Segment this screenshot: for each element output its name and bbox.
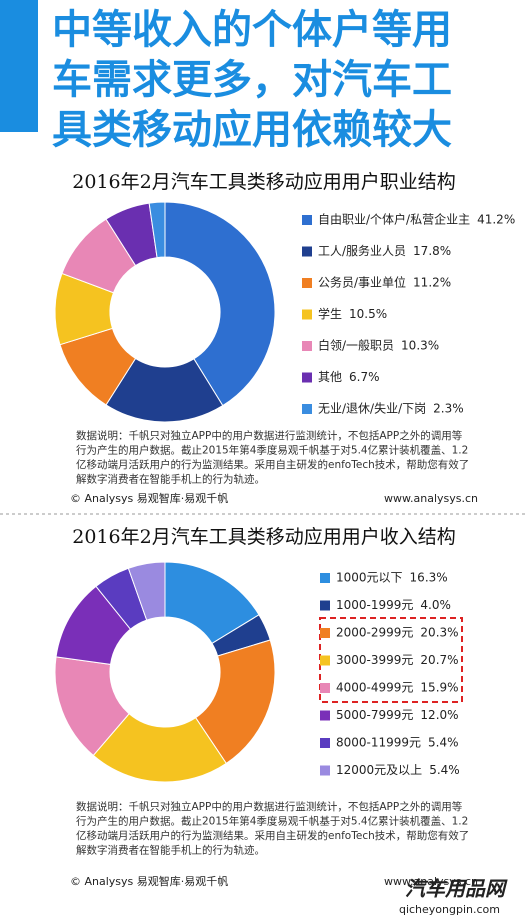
value-label: 20.7% bbox=[420, 653, 458, 667]
legend-label: 2000-2999元 bbox=[336, 626, 413, 640]
value-label: 15.9% bbox=[420, 681, 458, 695]
value-label: 5.4% bbox=[428, 736, 459, 750]
value-label: 10.3% bbox=[401, 339, 439, 353]
value-label: 6.7% bbox=[349, 370, 380, 384]
legend-label: 学生 bbox=[318, 306, 342, 321]
chart-title: 2016年2月汽车工具类移动应用用户职业结构 bbox=[72, 171, 455, 193]
legend-swatch bbox=[320, 683, 330, 693]
legend-swatch bbox=[320, 573, 330, 583]
source: © Analysys 易观智库·易观千帆 bbox=[70, 874, 228, 888]
legend-swatch bbox=[320, 710, 330, 721]
value-label: 12.0% bbox=[420, 708, 458, 722]
watermark-url: qicheyongpin.com bbox=[399, 903, 500, 916]
legend-label: 无业/退休/失业/下岗 bbox=[318, 401, 426, 416]
note: 亿移动端月活跃用户的行为监测结果。采用自主研发的enfoTech技术，帮助您有效… bbox=[76, 829, 469, 842]
source: © Analysys 易观智库·易观千帆 bbox=[70, 491, 228, 505]
legend-swatch bbox=[320, 765, 330, 776]
source-url: www.analysys.cn bbox=[384, 875, 478, 888]
source-url: www.analysys.cn bbox=[384, 492, 478, 505]
legend-swatch bbox=[320, 628, 330, 638]
note: 数据说明：千帆只对独立APP中的用户数据进行监测统计，不包括APP之外的调用等 bbox=[76, 429, 463, 442]
donut-slice bbox=[127, 561, 166, 621]
donut-slice bbox=[148, 201, 166, 259]
note: 行为产生的用户数据。截止2015年第4季度易观千帆基于对5.4亿累计装机覆盖、1… bbox=[76, 444, 468, 457]
legend-label: 5000-7999元 bbox=[336, 708, 413, 722]
headline: 具类移动应用依赖较大 bbox=[52, 107, 452, 153]
note: 亿移动端月活跃用户的行为监测结果。采用自主研发的enfoTech技术，帮助您有效… bbox=[76, 458, 469, 471]
headline: 中等收入的个体户等用 bbox=[52, 7, 452, 53]
legend-swatch bbox=[302, 309, 312, 320]
headline: 车需求更多，对汽车工 bbox=[52, 57, 452, 103]
legend-swatch bbox=[302, 246, 312, 257]
legend-label: 工人/服务业人员 bbox=[318, 243, 406, 258]
note: 行为产生的用户数据。截止2015年第4季度易观千帆基于对5.4亿累计装机覆盖、1… bbox=[76, 815, 468, 828]
legend-swatch bbox=[302, 341, 312, 351]
header-bar bbox=[0, 0, 38, 132]
legend-swatch bbox=[302, 278, 312, 288]
chart-title: 2016年2月汽车工具类移动应用用户收入结构 bbox=[72, 526, 455, 548]
watermark: 汽车用品网 bbox=[405, 877, 508, 901]
legend-label: 3000-3999元 bbox=[336, 653, 413, 667]
legend-label: 8000-11999元 bbox=[336, 736, 421, 750]
legend-label: 其他 bbox=[318, 370, 342, 384]
donut-slice bbox=[105, 357, 224, 423]
donut-slice bbox=[164, 201, 276, 407]
legend-label: 1000-1999元 bbox=[336, 598, 413, 612]
value-label: 17.8% bbox=[413, 244, 451, 258]
legend-label: 公务员/事业单位 bbox=[318, 275, 406, 290]
value-label: 4.0% bbox=[420, 598, 451, 612]
value-label: 11.2% bbox=[413, 276, 451, 290]
legend-label: 自由职业/个体户/私营企业主 bbox=[318, 212, 470, 227]
legend-label: 4000-4999元 bbox=[336, 681, 413, 695]
legend-swatch bbox=[302, 372, 312, 383]
value-label: 5.4% bbox=[429, 763, 460, 777]
legend-swatch bbox=[302, 215, 312, 225]
value-label: 20.3% bbox=[420, 626, 458, 640]
legend-swatch bbox=[320, 655, 330, 666]
legend-label: 1000元以下 bbox=[336, 571, 403, 585]
legend-label: 白领/一般职员 bbox=[318, 338, 394, 353]
value-label: 41.2% bbox=[477, 213, 515, 227]
note: 数据说明：千帆只对独立APP中的用户数据进行监测统计，不包括APP之外的调用等 bbox=[76, 800, 463, 813]
legend-swatch bbox=[302, 404, 312, 414]
legend-label: 12000元及以上 bbox=[336, 763, 422, 777]
donut-slice bbox=[194, 639, 276, 765]
note: 解数字消费者在智能手机上的行为轨迹。 bbox=[76, 473, 265, 486]
note: 解数字消费者在智能手机上的行为轨迹。 bbox=[76, 844, 265, 857]
value-label: 10.5% bbox=[349, 307, 387, 321]
legend-swatch bbox=[320, 600, 330, 611]
donut-slice bbox=[92, 713, 227, 783]
value-label: 2.3% bbox=[433, 402, 464, 416]
legend-swatch bbox=[320, 738, 330, 748]
value-label: 16.3% bbox=[410, 571, 448, 585]
